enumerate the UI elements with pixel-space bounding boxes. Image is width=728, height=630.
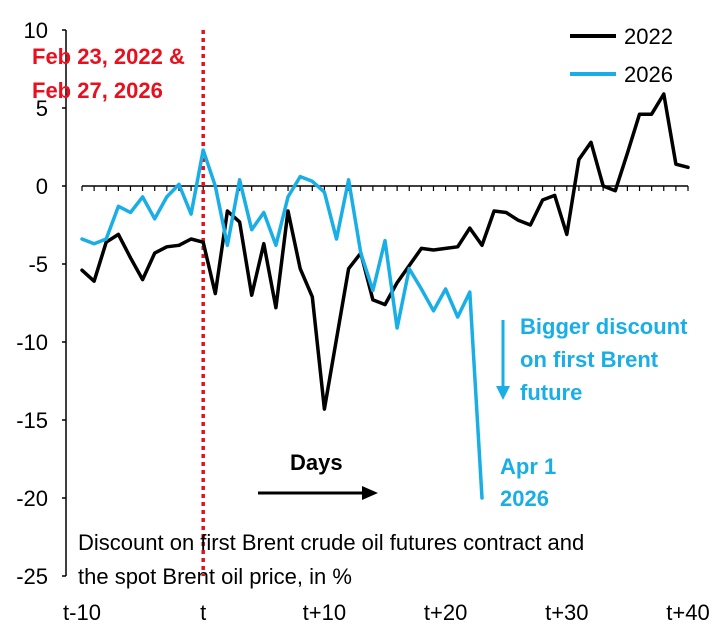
discount-note-line-1: Bigger discount (520, 314, 688, 339)
discount-arrow (496, 320, 510, 400)
legend: 2022 2026 (570, 24, 673, 87)
end-label-line-1: Apr 1 (500, 454, 556, 479)
days-arrow (258, 486, 378, 500)
x-axis-ticks: t-10 t t+10 t+20 t+30 t+40 (63, 600, 710, 625)
y-tick-label: -25 (16, 564, 48, 589)
x-tick-label: t+40 (666, 600, 709, 625)
event-line-label-1: Feb 23, 2022 & (32, 44, 185, 69)
y-tick-label: -10 (16, 330, 48, 355)
x-tick-label: t-10 (63, 600, 101, 625)
y-tick-label: -15 (16, 408, 48, 433)
days-label: Days (290, 450, 343, 475)
series-line-2026 (80, 148, 484, 500)
y-tick-label: -20 (16, 486, 48, 511)
y-tick-label: 10 (24, 18, 48, 43)
legend-label-2022: 2022 (624, 24, 673, 49)
description-line-1: Discount on first Brent crude oil future… (78, 530, 584, 555)
event-line-label-2: Feb 27, 2026 (32, 78, 163, 103)
x-tick-label: t+20 (424, 600, 467, 625)
series-group (80, 92, 690, 500)
x-tick-label: t+30 (545, 600, 588, 625)
y-tick-label: 0 (36, 174, 48, 199)
x-axis-minor-ticks (81, 186, 689, 191)
x-tick-label: t+10 (303, 600, 346, 625)
legend-label-2026: 2026 (624, 62, 673, 87)
series-line-2022 (80, 92, 690, 411)
description-line-2: the spot Brent oil price, in % (78, 564, 352, 589)
x-tick-label: t (200, 600, 206, 625)
discount-note-line-3: future (520, 380, 582, 405)
end-label-line-2: 2026 (500, 486, 549, 511)
y-tick-label: -5 (28, 252, 48, 277)
y-axis-ticks: 10 5 0 -5 -10 -15 -20 -25 (16, 18, 66, 589)
y-tick-label: 5 (36, 96, 48, 121)
discount-note-line-2: on first Brent (520, 347, 659, 372)
